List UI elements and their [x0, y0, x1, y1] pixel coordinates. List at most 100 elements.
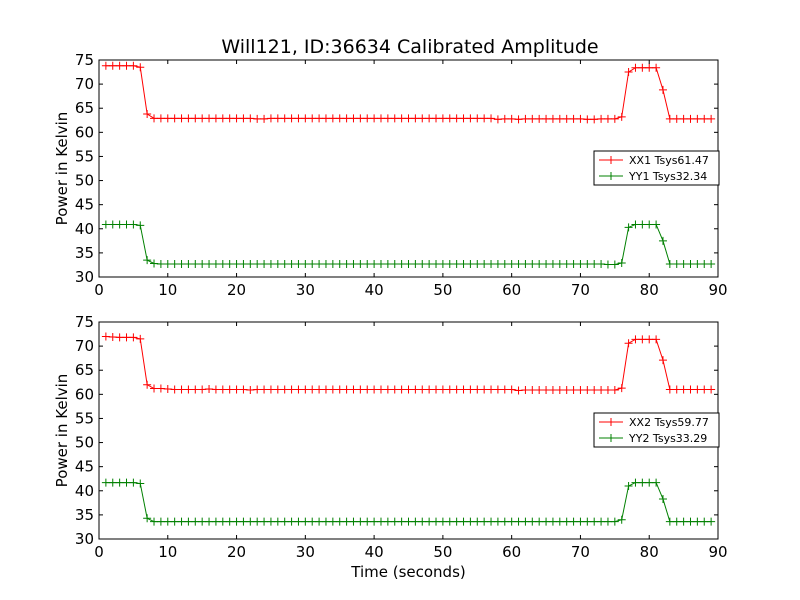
data-point — [535, 517, 544, 526]
data-point — [597, 517, 606, 526]
data-point — [143, 514, 152, 523]
series-line-0 — [105, 65, 712, 120]
data-point — [273, 517, 282, 526]
data-point — [239, 517, 248, 526]
data-point — [143, 380, 152, 389]
data-point — [115, 61, 124, 70]
data-point — [294, 259, 303, 268]
data-point — [397, 385, 406, 394]
data-point — [315, 114, 324, 123]
data-point — [115, 478, 124, 487]
data-point — [480, 517, 489, 526]
data-point — [569, 114, 578, 123]
data-point — [335, 517, 344, 526]
data-point — [308, 114, 317, 123]
data-point — [528, 385, 537, 394]
data-point — [129, 333, 138, 342]
data-point — [432, 259, 441, 268]
data-point — [432, 114, 441, 123]
data-point — [638, 335, 647, 344]
data-point — [232, 517, 241, 526]
data-point — [418, 385, 427, 394]
data-point — [342, 517, 351, 526]
x-tick-label: 90 — [708, 543, 727, 561]
data-point — [411, 259, 420, 268]
data-point — [335, 259, 344, 268]
data-point — [163, 385, 172, 394]
data-point — [383, 385, 392, 394]
data-point — [473, 385, 482, 394]
data-point — [404, 259, 413, 268]
data-point — [438, 385, 447, 394]
data-point — [700, 385, 709, 394]
data-point — [321, 385, 330, 394]
x-tick-label: 20 — [227, 543, 246, 561]
data-point — [191, 259, 200, 268]
data-point — [253, 385, 262, 394]
data-point — [707, 517, 716, 526]
series-line-1 — [105, 223, 712, 265]
data-point — [198, 385, 207, 394]
legend-marker — [607, 418, 615, 426]
data-point — [658, 494, 667, 503]
data-point — [466, 385, 475, 394]
y-tick-label: 40 — [75, 220, 94, 238]
data-point — [315, 517, 324, 526]
data-point — [425, 114, 434, 123]
x-tick-label: 80 — [640, 543, 659, 561]
data-point — [658, 85, 667, 94]
data-point — [115, 333, 124, 342]
data-point — [266, 385, 275, 394]
legend-entry: XX1 Tsys61.47 — [629, 154, 709, 167]
data-point — [328, 259, 337, 268]
data-point — [500, 114, 509, 123]
data-point — [211, 259, 220, 268]
data-point — [631, 335, 640, 344]
data-point — [452, 385, 461, 394]
data-point — [308, 385, 317, 394]
data-point — [390, 259, 399, 268]
data-point — [418, 259, 427, 268]
data-point — [459, 517, 468, 526]
data-point — [445, 385, 454, 394]
legend-entry: XX2 Tsys59.77 — [629, 416, 709, 429]
legend-marker — [607, 434, 615, 442]
data-point — [260, 517, 269, 526]
data-point — [665, 259, 674, 268]
data-point — [686, 114, 695, 123]
data-point — [266, 259, 275, 268]
data-point — [294, 385, 303, 394]
data-point — [514, 115, 523, 124]
data-point — [136, 63, 145, 72]
top-subplot: 0 10 20 30 40 50 60 70 80 90 30 35 40 45 50 55 60 65 70 75 P… — [53, 51, 728, 299]
legend-entry: YY2 Tsys33.29 — [628, 432, 707, 445]
data-point — [301, 259, 310, 268]
data-point — [122, 333, 131, 342]
data-point — [569, 385, 578, 394]
data-point — [260, 259, 269, 268]
data-point — [150, 114, 159, 123]
data-point — [266, 114, 275, 123]
data-point — [170, 385, 179, 394]
data-point — [390, 114, 399, 123]
data-point — [542, 385, 551, 394]
data-point — [507, 114, 516, 123]
data-point — [452, 114, 461, 123]
data-point — [562, 517, 571, 526]
data-point — [397, 517, 406, 526]
data-point — [665, 385, 674, 394]
data-point — [693, 385, 702, 394]
y-tick-label: 30 — [75, 530, 94, 548]
data-point — [500, 385, 509, 394]
data-point — [397, 259, 406, 268]
data-point — [342, 114, 351, 123]
y-tick-label: 45 — [75, 196, 94, 214]
data-point — [679, 385, 688, 394]
data-point — [136, 334, 145, 343]
data-point — [542, 517, 551, 526]
y-axis-label: Power in Kelvin — [53, 374, 71, 488]
bottom-subplot: 0 10 20 30 40 50 60 70 80 90 30 35 40 45 50 55 60 65 70 75 P… — [53, 313, 728, 581]
y-tick-label: 65 — [75, 99, 94, 117]
data-point — [480, 114, 489, 123]
data-point — [370, 259, 379, 268]
